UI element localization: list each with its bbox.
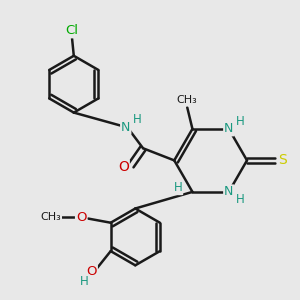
Text: H: H (236, 193, 244, 206)
Text: H: H (80, 275, 89, 288)
Text: S: S (278, 153, 287, 167)
Text: O: O (86, 266, 97, 278)
Text: N: N (224, 185, 233, 198)
Text: H: H (133, 113, 142, 126)
Text: O: O (118, 160, 129, 174)
Text: N: N (224, 122, 233, 135)
Text: N: N (121, 121, 130, 134)
Text: CH₃: CH₃ (40, 212, 61, 222)
Text: Cl: Cl (65, 24, 78, 37)
Text: H: H (173, 181, 182, 194)
Text: O: O (76, 211, 86, 224)
Text: CH₃: CH₃ (177, 95, 198, 106)
Text: H: H (236, 115, 244, 128)
